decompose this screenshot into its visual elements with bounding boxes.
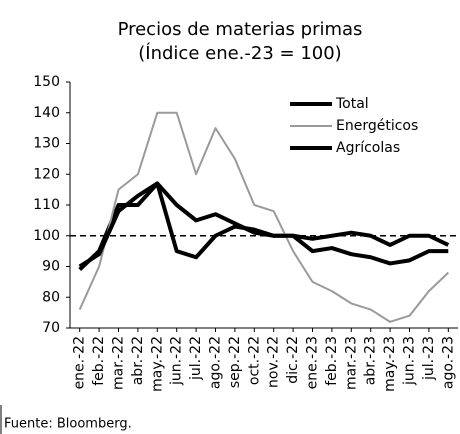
- x-tick-label: jul.-23: [421, 336, 437, 381]
- y-tick-label: 140: [33, 105, 60, 121]
- series-line: [78, 111, 449, 323]
- x-tick-label: abr.-23: [363, 336, 379, 385]
- y-tick-label: 70: [42, 320, 60, 336]
- x-tick-label: ene.-22: [72, 336, 88, 389]
- x-tick-label: jun.-22: [169, 336, 185, 386]
- chart-subtitle: (Índice ene.-23 = 100): [138, 42, 341, 64]
- x-tick-label: feb.-22: [91, 336, 107, 386]
- x-tick-label: may.-23: [382, 336, 398, 392]
- x-tick-label: feb.-23: [324, 336, 340, 386]
- y-tick-label: 120: [33, 166, 60, 182]
- chart-title: Precios de materias primas: [118, 19, 363, 40]
- legend-label: Agrícolas: [336, 140, 400, 156]
- x-tick-label: jul.-22: [188, 336, 204, 381]
- legend-label: Energéticos: [336, 118, 418, 134]
- x-tick-label: may.-22: [149, 336, 165, 392]
- x-tick-label: mar.-22: [111, 336, 127, 390]
- y-tick-label: 90: [42, 259, 60, 275]
- x-tick-label: ago.-23: [440, 336, 456, 389]
- legend-label: Total: [335, 96, 369, 112]
- y-tick-label: 130: [33, 136, 60, 152]
- x-tick-label: ene.-23: [305, 336, 321, 389]
- x-tick-label: oct.-22: [246, 336, 262, 385]
- x-tick-label: ago.-22: [208, 336, 224, 389]
- x-tick-label: mar.-23: [343, 336, 359, 390]
- x-tick-label: abr.-22: [130, 336, 146, 385]
- x-tick-label: dic.-22: [285, 336, 301, 384]
- source: Fuente: Bloomberg.: [4, 417, 132, 432]
- x-tick-label: sep.-22: [227, 336, 243, 388]
- y-tick-label: 80: [42, 289, 60, 305]
- series-line: [78, 181, 450, 269]
- y-tick-label: 150: [33, 74, 60, 90]
- y-tick-label: 110: [33, 197, 60, 213]
- x-tick-label: jun.-23: [402, 336, 418, 386]
- y-tick-label: 100: [33, 228, 60, 244]
- x-tick-label: nov.-22: [266, 336, 282, 388]
